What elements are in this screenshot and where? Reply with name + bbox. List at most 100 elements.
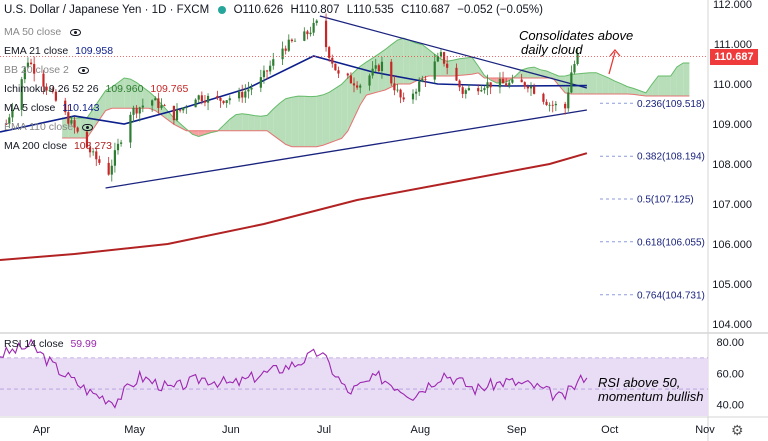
symbol-title[interactable]: U.S. Dollar / Japanese Yen · 1D · FXCM [4, 4, 210, 16]
candle-down [328, 47, 331, 58]
gear-icon[interactable]: ⚙ [731, 422, 744, 438]
candle-down [216, 95, 219, 98]
candle-down [241, 91, 244, 98]
candle-down [5, 124, 8, 125]
change-value: −0.052 (−0.05%) [457, 4, 543, 16]
legend-rsi[interactable]: RSI 14 close 59.99 [4, 338, 97, 350]
eye-hidden-icon[interactable] [70, 28, 82, 36]
candle-up [228, 98, 231, 101]
candle-up [244, 91, 247, 98]
candle-down [29, 62, 33, 64]
candle-down [377, 65, 380, 71]
ichimoku-cloud-segment [248, 114, 255, 131]
candle-up [110, 165, 113, 175]
candle-down [393, 83, 396, 91]
candle-up [194, 99, 197, 108]
annotation-consolidates-line1: Consolidates above [519, 28, 634, 43]
legend-ma5-value: 110.143 [62, 102, 100, 114]
time-axis-label: May [124, 424, 145, 436]
ichimoku-cloud-segment [316, 94, 323, 147]
candle-down [54, 91, 57, 101]
eye-hidden-icon[interactable] [77, 66, 89, 74]
ichimoku-cloud-segment [602, 75, 609, 94]
candle-down [135, 107, 138, 114]
ichimoku-cloud-segment [596, 72, 603, 94]
candle-down [331, 57, 334, 64]
market-status-icon [218, 5, 227, 14]
candle-down [424, 78, 427, 80]
ichimoku-cloud-segment [577, 73, 584, 94]
candle-down [461, 87, 464, 94]
legend-ema110[interactable]: EMA 110 close [4, 121, 94, 133]
ichimoku-cloud-segment [298, 96, 305, 147]
rsi-axis-label: 40.00 [716, 400, 744, 412]
candle-up [269, 65, 272, 72]
candle-up [197, 95, 200, 100]
low-value: L110.535 [346, 4, 394, 16]
legend-ema21-label: EMA 21 close [4, 45, 69, 57]
candle-up [92, 151, 95, 153]
ichimoku-cloud-segment [608, 77, 615, 94]
candle-up [483, 88, 486, 91]
candle-up [250, 87, 253, 90]
candle-up [272, 59, 275, 66]
ichimoku-cloud-segment [68, 118, 75, 138]
legend-ema21[interactable]: EMA 21 close 109.958 [4, 45, 113, 57]
ichimoku-cloud-segment [590, 72, 597, 94]
ichimoku-cloud-segment [142, 87, 150, 109]
ichimoku-cloud-segment [167, 111, 174, 125]
ichimoku-cloud-segment [447, 60, 454, 76]
ichimoku-cloud-segment [546, 71, 553, 78]
candle-up [262, 70, 266, 78]
candle-down [222, 100, 225, 104]
eye-hidden-icon[interactable] [82, 123, 94, 131]
legend-ma5[interactable]: MA 5 close 110.143 [4, 102, 99, 114]
legend-ema21-value: 109.958 [75, 45, 114, 57]
ichimoku-cloud-segment [285, 97, 292, 147]
fib-level-label: 0.5(107.125) [637, 195, 694, 206]
candle-up [225, 100, 228, 104]
up-arrow-icon [608, 48, 621, 75]
legend-ma50-label: MA 50 close [4, 26, 62, 38]
candle-up [573, 64, 576, 73]
candle-up [368, 75, 371, 86]
candle-down [477, 88, 480, 92]
price-pane[interactable] [0, 0, 708, 332]
ichimoku-span-a [62, 37, 690, 138]
ichimoku-cloud-segment [254, 115, 261, 131]
legend-bb[interactable]: BB 20 close 2 [4, 64, 89, 76]
ichimoku-cloud-segment [627, 86, 634, 95]
price-axis-label: 105.000 [712, 279, 752, 291]
ichimoku-cloud-segment [322, 92, 330, 146]
time-axis-label: Nov [695, 424, 715, 436]
legend-ma50[interactable]: MA 50 close [4, 26, 82, 38]
candle-up [570, 72, 573, 93]
time-axis-label: Jul [317, 424, 331, 436]
legend-ichimoku[interactable]: Ichimoku 9 26 52 26 109.960 109.765 [4, 83, 188, 95]
current-price-tag: 110.687 [710, 48, 758, 65]
candle-down [545, 101, 548, 106]
candle-up [554, 103, 557, 106]
ichimoku-cloud-segment [62, 118, 69, 138]
annotation-consolidates-line2: daily cloud [521, 42, 583, 57]
time-axis-label: Apr [33, 424, 50, 436]
candle-up [567, 92, 570, 109]
ma200-line [0, 152, 588, 261]
ichimoku-cloud-segment [136, 82, 143, 109]
legend-ma200[interactable]: MA 200 close 108.273 [4, 140, 112, 152]
ichimoku-cloud-segment [652, 76, 659, 96]
candle-up [132, 107, 135, 115]
candle-up [281, 48, 284, 60]
candle-up [359, 85, 362, 88]
candle-up [129, 114, 132, 143]
price-axis-label: 106.000 [712, 239, 752, 251]
candle-down [42, 73, 45, 87]
candle-down [76, 127, 79, 132]
legend-ma200-label: MA 200 close [4, 140, 68, 152]
legend-rsi-value: 59.99 [70, 338, 97, 350]
legend-ichimoku-value1: 109.960 [105, 83, 144, 95]
legend-rsi-label: RSI 14 close [4, 338, 64, 350]
candle-up [70, 120, 73, 124]
ichimoku-cloud-segment [173, 118, 181, 128]
